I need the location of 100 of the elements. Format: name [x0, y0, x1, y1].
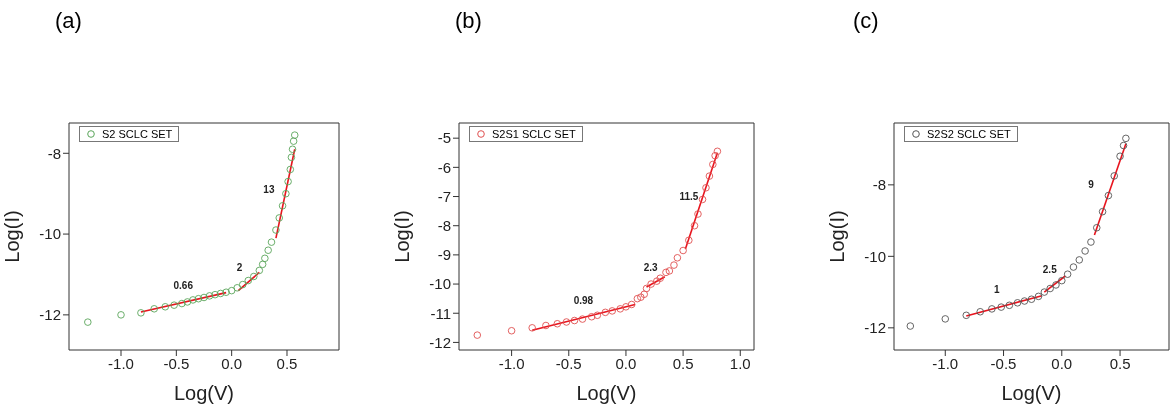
point	[170, 301, 178, 309]
point	[690, 221, 699, 230]
point	[642, 284, 651, 293]
point	[662, 268, 670, 277]
point	[264, 246, 272, 254]
x-tick-label: 0.0	[1051, 354, 1073, 372]
point	[222, 288, 230, 296]
point	[670, 261, 678, 269]
chart-title: (c)	[853, 8, 879, 34]
point	[161, 303, 170, 311]
point	[647, 280, 655, 288]
point	[962, 311, 970, 320]
point	[1081, 247, 1089, 255]
point	[705, 172, 714, 180]
point	[988, 305, 996, 313]
point	[608, 307, 616, 315]
chart-title: (a)	[55, 8, 82, 34]
point	[709, 160, 717, 169]
point	[1110, 172, 1118, 180]
point	[702, 184, 710, 192]
y-tick-label: -12	[39, 306, 61, 324]
point	[673, 254, 682, 262]
point	[258, 260, 267, 269]
point	[227, 286, 236, 295]
annotation: 13	[263, 183, 275, 195]
x-tick-label: -1.0	[108, 354, 134, 372]
x-tick-label: 0.5	[276, 354, 298, 372]
point	[284, 177, 292, 186]
point	[183, 298, 192, 306]
point	[278, 202, 287, 210]
point	[1119, 141, 1128, 150]
point	[694, 210, 702, 218]
point	[622, 303, 630, 311]
x-tick-label: 0.0	[615, 354, 637, 372]
x-axis-title: Log(V)	[1001, 382, 1062, 404]
y-axis-title: Log(I)	[391, 210, 414, 263]
y-axis-title: Log(I)	[1, 210, 24, 263]
point	[941, 315, 950, 323]
point	[1046, 284, 1054, 293]
point	[1116, 152, 1124, 160]
point	[1063, 270, 1072, 278]
point	[189, 296, 197, 304]
point	[117, 311, 125, 319]
x-tick-label: 1.0	[729, 354, 751, 372]
point	[286, 165, 295, 174]
y-tick-label: -10	[864, 247, 886, 265]
point	[601, 308, 610, 317]
point	[587, 312, 596, 321]
point	[200, 293, 208, 302]
point	[205, 292, 214, 300]
point	[150, 305, 158, 313]
point	[553, 319, 562, 328]
point	[685, 236, 693, 245]
point	[570, 316, 579, 325]
point	[997, 303, 1005, 311]
annotation: 2.3	[643, 261, 658, 273]
point	[593, 311, 602, 320]
point	[1058, 276, 1066, 285]
y-tick-label: -9	[437, 246, 451, 264]
point	[665, 267, 674, 275]
y-tick-label: -10	[39, 225, 61, 243]
point	[1027, 295, 1036, 303]
point	[216, 289, 225, 298]
point	[261, 254, 269, 263]
y-tick-label: -5	[437, 129, 451, 147]
point	[562, 318, 571, 326]
y-tick-label: -8	[47, 144, 61, 162]
annotation: 0.98	[573, 295, 594, 307]
point	[1093, 223, 1101, 232]
y-axis-title: Log(I)	[826, 210, 849, 263]
point	[282, 189, 290, 198]
point	[137, 309, 145, 317]
y-tick-label: -12	[864, 319, 886, 337]
point	[473, 331, 482, 339]
annotation: 2	[236, 261, 243, 273]
chart-title: (b)	[455, 8, 482, 34]
y-tick-label: -7	[437, 187, 451, 205]
point	[637, 293, 645, 301]
x-tick-label: -0.5	[163, 354, 190, 372]
point	[906, 322, 915, 330]
point	[255, 266, 264, 275]
point	[1075, 256, 1084, 264]
x-tick-label: 0.0	[221, 354, 243, 372]
point	[1040, 288, 1049, 296]
x-axis-title: Log(V)	[173, 382, 235, 404]
y-tick-label: -8	[437, 217, 451, 235]
point	[84, 318, 92, 326]
point	[1005, 301, 1014, 310]
point	[287, 153, 296, 162]
point	[713, 147, 722, 156]
point	[1013, 299, 1022, 307]
point	[1020, 297, 1029, 305]
point	[633, 294, 642, 303]
y-tick-label: -6	[437, 158, 451, 176]
point	[1104, 191, 1113, 200]
point	[275, 214, 283, 222]
x-tick-label: 0.5	[672, 354, 694, 372]
annotation: 2.5	[1042, 264, 1057, 276]
point	[267, 238, 276, 246]
x-axis-title: Log(V)	[576, 382, 637, 404]
